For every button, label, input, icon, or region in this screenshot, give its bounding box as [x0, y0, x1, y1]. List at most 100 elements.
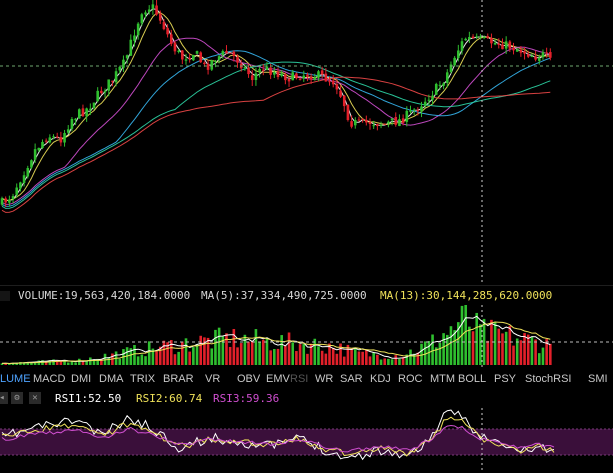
- tab-vr[interactable]: VR: [205, 373, 221, 385]
- candle-body: [434, 83, 438, 95]
- candle-body: [438, 84, 442, 86]
- candle-body: [247, 67, 250, 75]
- candle-body: [412, 109, 416, 111]
- volume-bar: [361, 351, 364, 365]
- volume-bar: [320, 350, 324, 365]
- tab-obv[interactable]: OBV: [237, 373, 261, 385]
- candle-body: [442, 83, 445, 86]
- volume-bars: [0, 305, 552, 365]
- ma-line: [1, 8, 551, 201]
- volume-bar: [162, 340, 166, 365]
- candle-body: [169, 34, 173, 44]
- volume-bar: [372, 352, 375, 365]
- rsi-chart[interactable]: [0, 408, 613, 473]
- candle-body: [387, 121, 390, 124]
- volume-bar: [19, 362, 22, 365]
- volume-bar: [534, 339, 537, 365]
- tab-rsi[interactable]: RSI: [290, 373, 309, 385]
- rsi1-line: [1, 409, 555, 461]
- candle-body: [144, 12, 147, 15]
- candle-body: [504, 41, 508, 49]
- candle-body: [74, 118, 77, 121]
- candle-body: [33, 149, 37, 160]
- candle-body: [243, 66, 247, 68]
- tab-macd[interactable]: MACD: [33, 373, 66, 385]
- volume-bar: [81, 361, 85, 365]
- candle-body: [530, 56, 534, 58]
- tab-boll[interactable]: BOLL: [458, 373, 487, 385]
- volume-bar: [217, 327, 221, 365]
- volume-bar: [339, 343, 342, 365]
- tab-dmi[interactable]: DMI: [71, 373, 92, 385]
- candle-body: [405, 110, 409, 122]
- volume-bar: [438, 342, 442, 365]
- tab-dma[interactable]: DMA: [99, 373, 124, 385]
- candle-body: [181, 50, 184, 60]
- candle-body: [258, 68, 261, 73]
- volume-bar: [490, 319, 493, 365]
- volume-bar: [479, 324, 482, 365]
- candle-body: [460, 41, 464, 51]
- price-chart[interactable]: [0, 0, 613, 285]
- volume-bar: [92, 359, 96, 365]
- tab-mtm[interactable]: MTM: [430, 373, 456, 385]
- volume-bar: [357, 351, 361, 365]
- tab-brar[interactable]: BRAR: [163, 373, 194, 385]
- candle-body: [464, 38, 467, 41]
- volume-bar: [453, 330, 456, 365]
- candlesticks: [0, 0, 552, 208]
- volume-bar: [387, 358, 390, 365]
- volume-bar: [508, 325, 512, 365]
- tab-psy[interactable]: PSY: [494, 373, 517, 385]
- volume-bar: [394, 355, 398, 365]
- gear-icon[interactable]: ⚙: [11, 392, 23, 404]
- volume-bar: [188, 351, 191, 365]
- candle-body: [541, 52, 545, 58]
- tab-roc[interactable]: ROC: [398, 373, 423, 385]
- candle-body: [214, 60, 217, 62]
- candle-body: [537, 58, 541, 61]
- volume-bar: [353, 347, 357, 365]
- candle-body: [129, 39, 133, 56]
- tab-kdj[interactable]: KDJ: [370, 373, 391, 385]
- tab-sar[interactable]: SAR: [340, 373, 363, 385]
- volume-bar: [228, 346, 232, 365]
- tab-emv[interactable]: EMV: [266, 373, 290, 385]
- candle-body: [515, 49, 519, 52]
- tab-wr[interactable]: WR: [315, 373, 334, 385]
- tab-smi[interactable]: SMI: [588, 373, 608, 385]
- collapse-icon[interactable]: ◂: [0, 392, 8, 404]
- candle-body: [295, 73, 298, 79]
- candle-body: [85, 108, 88, 117]
- volume-bar: [383, 358, 387, 365]
- volume-bar: [181, 341, 184, 365]
- volume-bar: [4, 363, 7, 365]
- collapse-icon[interactable]: [0, 291, 10, 301]
- volume-bar: [328, 343, 331, 365]
- tab-trix[interactable]: TRIX: [130, 373, 156, 385]
- tab-stochrsi[interactable]: StochRSI: [525, 373, 572, 385]
- volume-bar: [464, 305, 467, 365]
- candle-body: [383, 123, 387, 125]
- candle-body: [501, 44, 504, 50]
- volume-bar: [497, 328, 501, 365]
- rsi3-value: RSI3:59.36: [213, 392, 280, 405]
- volume-bar: [118, 358, 122, 365]
- candle-body: [195, 51, 199, 54]
- tab-lume[interactable]: LUME: [0, 373, 31, 385]
- candle-body: [335, 84, 339, 90]
- volume-bar: [416, 352, 420, 365]
- candle-body: [331, 80, 335, 85]
- volume-bar: [401, 357, 405, 365]
- candle-body: [361, 118, 364, 120]
- volume-bar: [44, 361, 48, 365]
- volume-bar: [280, 335, 283, 365]
- candle-body: [490, 38, 493, 44]
- volume-bar: [195, 344, 199, 365]
- volume-bar: [74, 362, 77, 365]
- volume-bar: [431, 334, 434, 365]
- close-icon[interactable]: ✕: [29, 392, 41, 404]
- candle-body: [276, 71, 280, 77]
- volume-chart[interactable]: [0, 305, 613, 368]
- candle-body: [140, 14, 144, 24]
